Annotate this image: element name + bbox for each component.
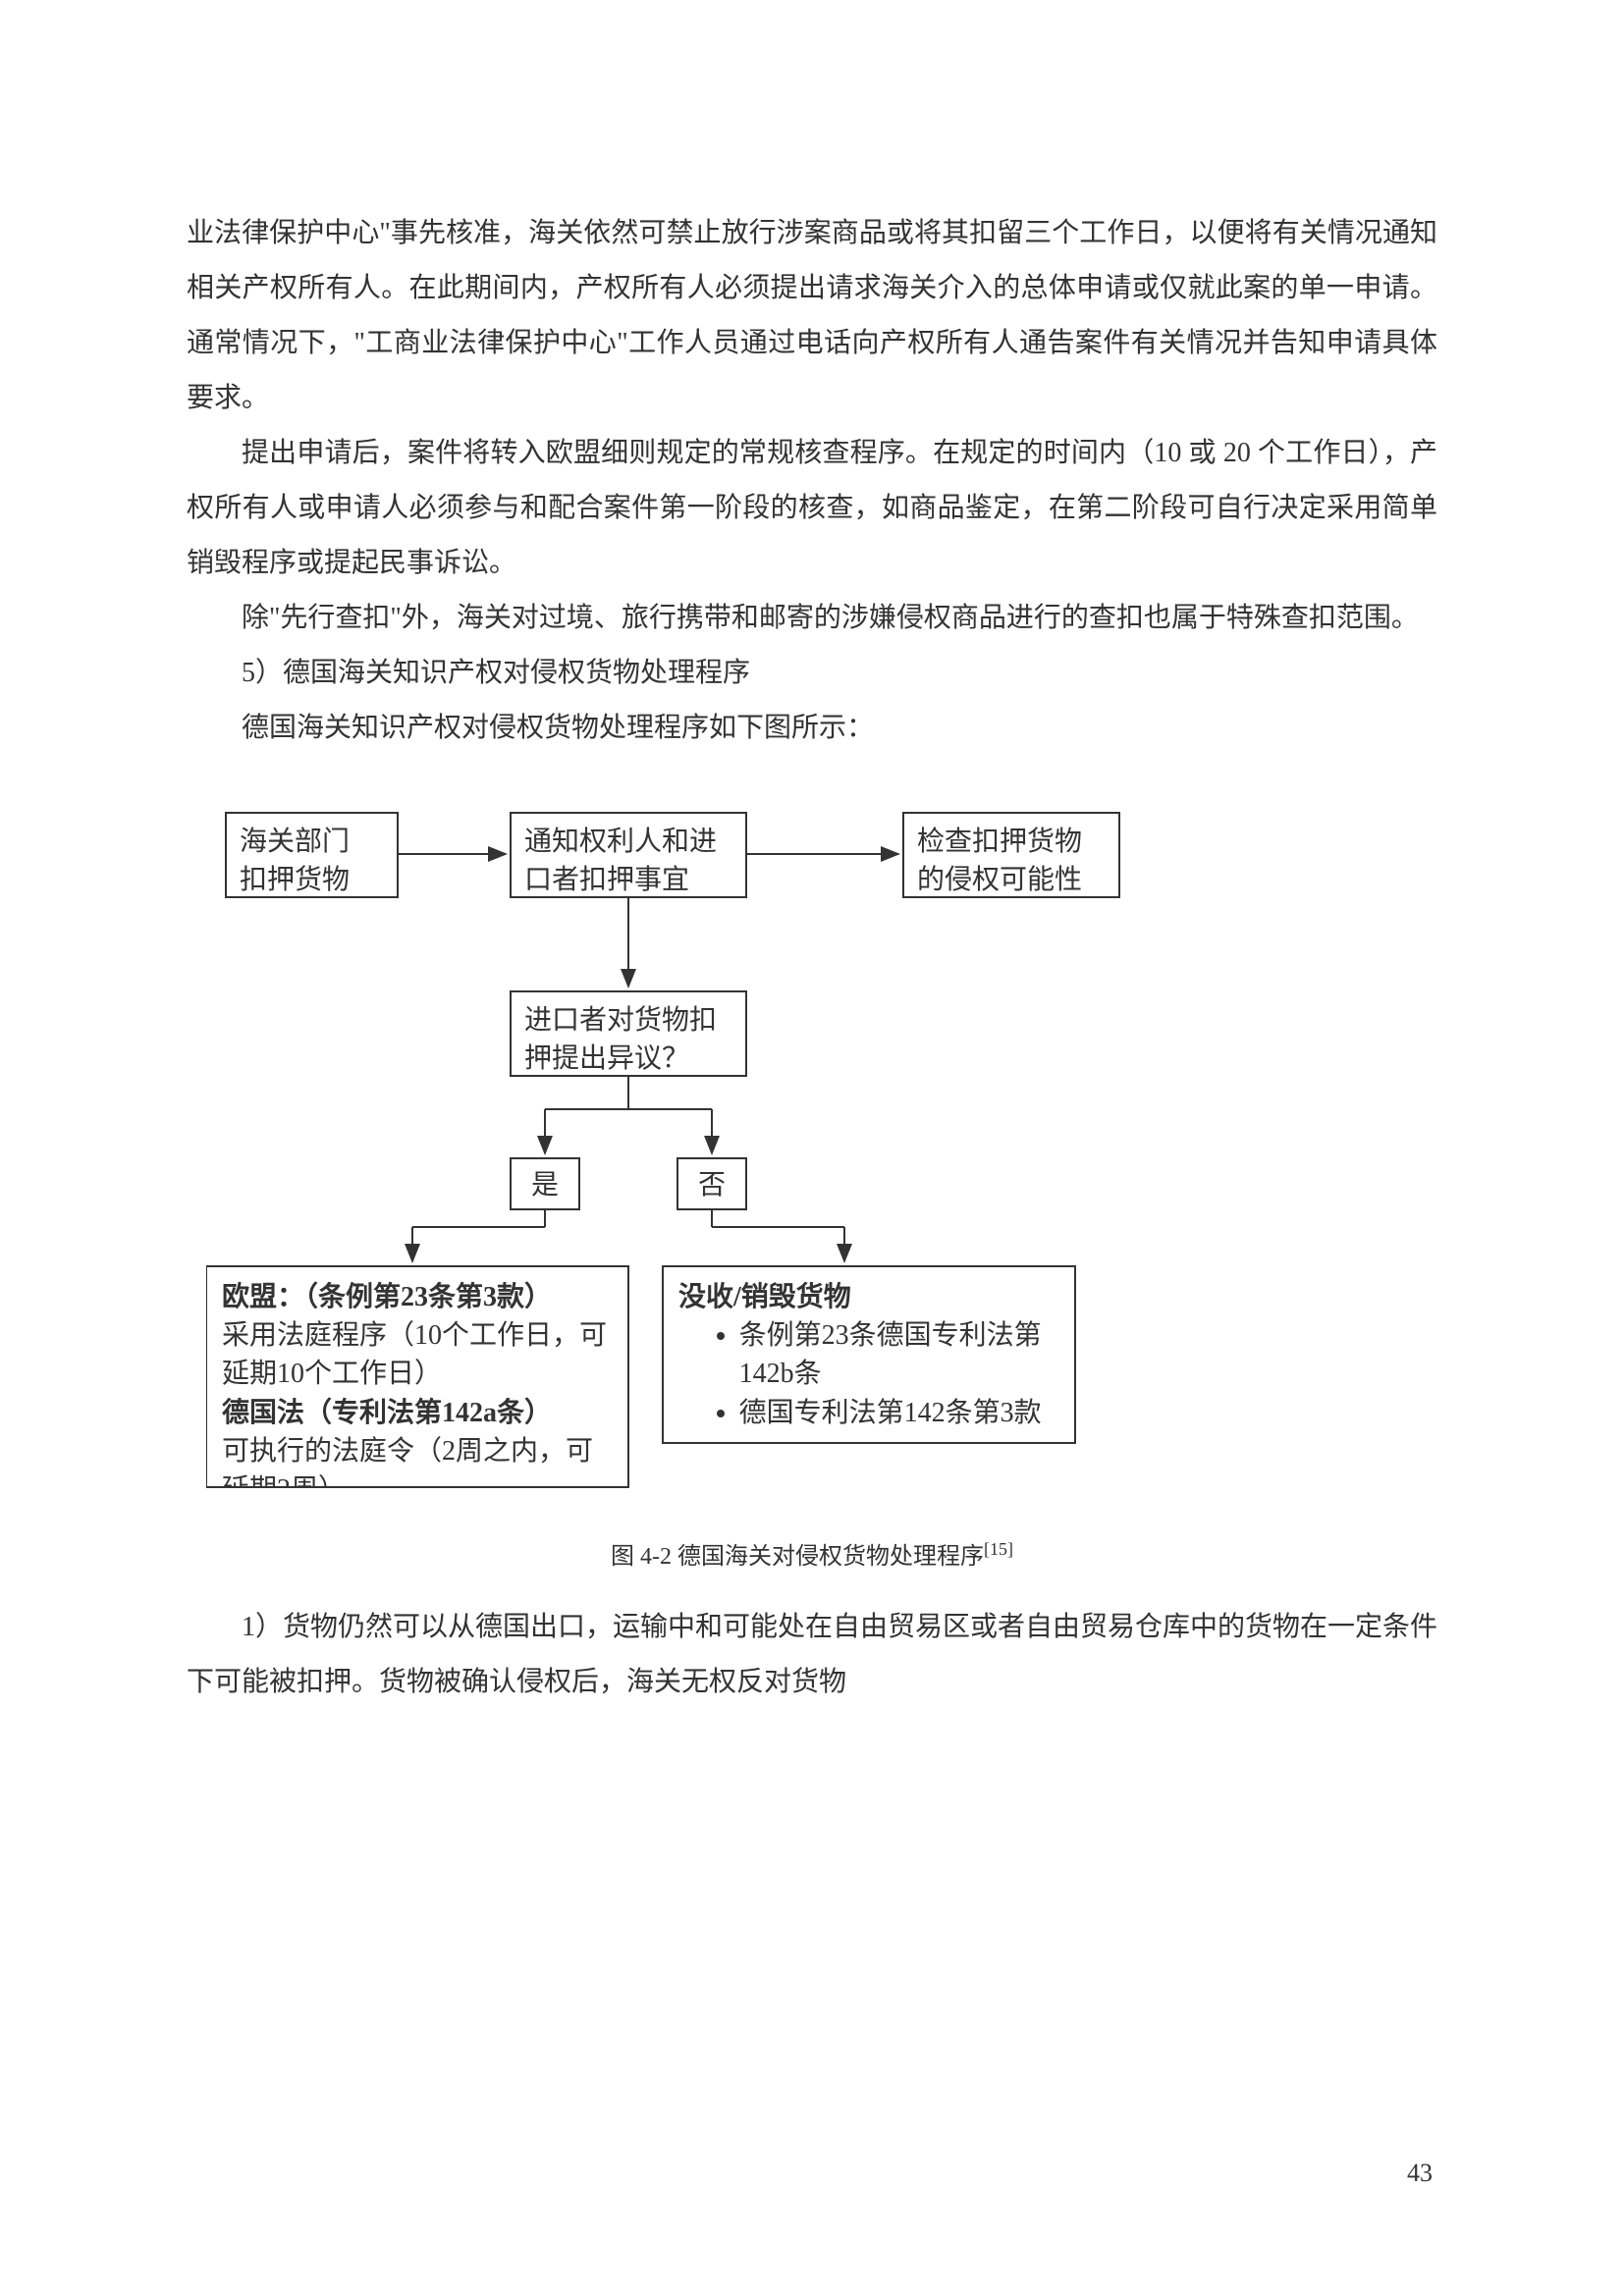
flowchart-caption: 图 4-2 德国海关对侵权货物处理程序[15] bbox=[187, 1536, 1437, 1571]
flow-node-inspect: 检查扣押货物的侵权可能性 bbox=[903, 813, 1119, 897]
flow-node-objection: 进口者对货物扣押提出异议？ bbox=[511, 991, 746, 1076]
flow-confiscate-b1: 条例第23条德国专利法第142b条 bbox=[739, 1316, 1059, 1393]
body-paragraph-2: 提出申请后，案件将转入欧盟细则规定的常规核查程序。在规定的时间内（10 或 20… bbox=[187, 426, 1437, 591]
flow-eu-title: 欧盟：（条例第23条第3款） bbox=[222, 1278, 613, 1316]
page-number: 43 bbox=[1407, 2159, 1433, 2188]
body-paragraph-1: 业法律保护中心"事先核准，海关依然可禁止放行涉案商品或将其扣留三个工作日，以便将… bbox=[187, 206, 1437, 426]
caption-text: 图 4-2 德国海关对侵权货物处理程序 bbox=[611, 1544, 984, 1570]
flowchart-svg: 海关部门扣押货物 通知权利人和进口者扣押事宜 检查扣押货物的侵权可能性 进口者对… bbox=[206, 795, 1188, 1502]
flow-node-seize: 海关部门扣押货物 bbox=[226, 813, 398, 897]
flow-node-no: 否 bbox=[677, 1158, 746, 1209]
caption-ref: [15] bbox=[984, 1539, 1013, 1559]
body-paragraph-4: 5）德国海关知识产权对侵权货物处理程序 bbox=[187, 646, 1437, 701]
flow-node-yes: 是 bbox=[511, 1158, 579, 1209]
flow-eu-line2: 采用法庭程序（10个工作日，可延期10个工作日） bbox=[222, 1316, 613, 1393]
body-paragraph-6: 1）货物仍然可以从德国出口，运输中和可能处在自由贸易区或者自由贸易仓库中的货物在… bbox=[187, 1600, 1437, 1710]
flow-confiscate-b2: 德国专利法第142条第3款 bbox=[739, 1394, 1059, 1432]
flow-de-line3: 可执行的法庭令（2周之内，可延期2周） bbox=[222, 1432, 613, 1487]
flow-node-eu-law: 欧盟：（条例第23条第3款） 采用法庭程序（10个工作日，可延期10个工作日） … bbox=[206, 1266, 628, 1487]
body-paragraph-3: 除"先行查扣"外，海关对过境、旅行携带和邮寄的涉嫌侵权商品进行的查扣也属于特殊查… bbox=[187, 591, 1437, 646]
flow-node-notify: 通知权利人和进口者扣押事宜 bbox=[511, 813, 746, 897]
flowchart: 海关部门扣押货物 通知权利人和进口者扣押事宜 检查扣押货物的侵权可能性 进口者对… bbox=[187, 795, 1437, 1507]
flow-de-title: 德国法（专利法第142a条） bbox=[222, 1394, 613, 1432]
body-paragraph-5: 德国海关知识产权对侵权货物处理程序如下图所示： bbox=[187, 701, 1437, 756]
flow-confiscate-title: 没收/销毁货物 bbox=[678, 1278, 1059, 1316]
flow-node-confiscate: 没收/销毁货物 条例第23条德国专利法第142b条 德国专利法第142条第3款 bbox=[663, 1266, 1075, 1443]
